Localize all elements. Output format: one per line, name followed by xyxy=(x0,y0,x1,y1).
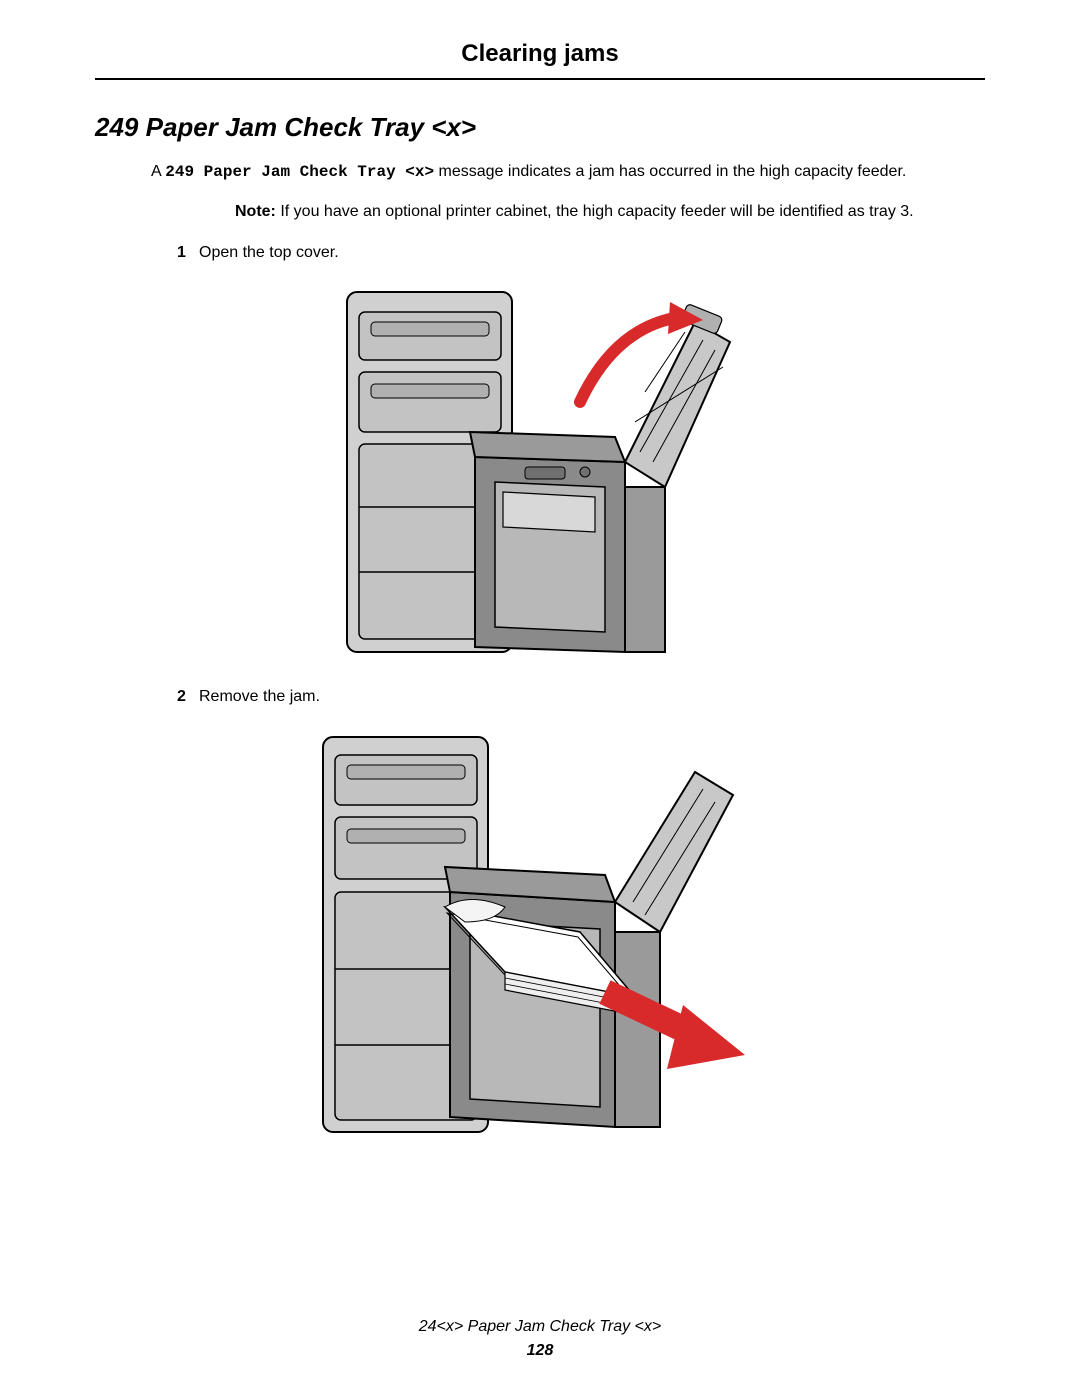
section-title: 249 Paper Jam Check Tray <x> xyxy=(95,112,985,143)
printer-open-cover-svg xyxy=(325,272,755,672)
intro-code: 249 Paper Jam Check Tray <x> xyxy=(165,163,434,181)
figure-2 xyxy=(95,717,985,1147)
figure-1 xyxy=(95,272,985,672)
step-2: 2Remove the jam. xyxy=(177,686,985,708)
step-number: 1 xyxy=(177,242,199,264)
intro-prefix: A xyxy=(151,163,165,180)
note-paragraph: Note: If you have an optional printer ca… xyxy=(235,201,985,223)
step-1: 1Open the top cover. xyxy=(177,242,985,264)
page-footer: 24<x> Paper Jam Check Tray <x> 128 xyxy=(0,1315,1080,1363)
footer-page-number: 128 xyxy=(0,1339,1080,1363)
step-number: 2 xyxy=(177,686,199,708)
step-text: Remove the jam. xyxy=(199,688,320,705)
note-label: Note: xyxy=(235,203,276,220)
footer-line-1: 24<x> Paper Jam Check Tray <x> xyxy=(0,1315,1080,1339)
page-container: Clearing jams 249 Paper Jam Check Tray <… xyxy=(0,0,1080,1397)
intro-paragraph: A 249 Paper Jam Check Tray <x> message i… xyxy=(151,161,985,183)
step-text: Open the top cover. xyxy=(199,244,339,261)
printer-remove-jam-svg xyxy=(305,717,775,1147)
chapter-header: Clearing jams xyxy=(95,40,985,80)
intro-suffix: message indicates a jam has occurred in … xyxy=(434,163,906,180)
note-text: If you have an optional printer cabinet,… xyxy=(276,203,914,220)
